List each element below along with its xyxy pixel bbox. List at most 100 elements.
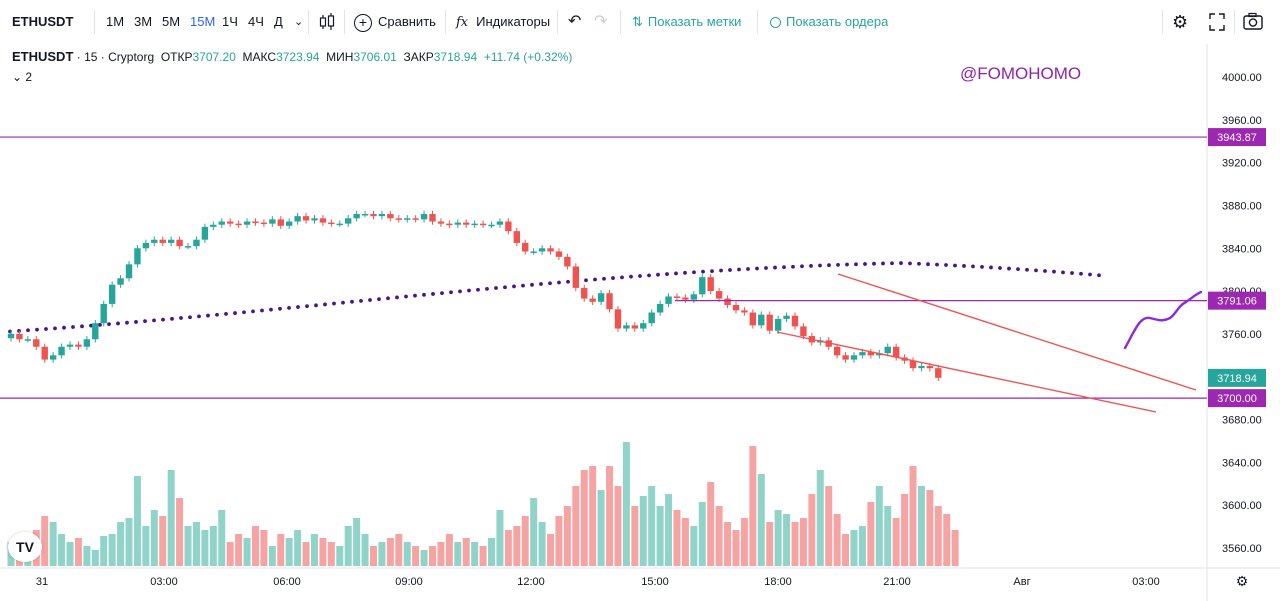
timeframe-button[interactable]: 1Ч: [222, 14, 238, 29]
ma-dot: [881, 261, 885, 266]
volume-bar: [302, 542, 310, 566]
candle-body: [471, 223, 478, 226]
ma-dot: [143, 319, 147, 324]
redo-button[interactable]: ↷: [594, 8, 607, 36]
ma-dot: [485, 286, 489, 291]
ma-dot: [161, 317, 165, 322]
volume-bar: [184, 526, 192, 566]
settings-button[interactable]: ⚙: [1172, 8, 1188, 36]
toolbar-divider: [1234, 10, 1235, 34]
price-tick-label: 3880.00: [1222, 200, 1262, 212]
ma-dot: [341, 300, 345, 305]
ma-dot: [602, 276, 606, 281]
candle-body: [522, 242, 529, 252]
ma-dot: [935, 262, 939, 267]
volume-bar: [260, 530, 268, 566]
volume-bar: [369, 546, 377, 566]
price-tick-label: 3840.00: [1222, 243, 1262, 255]
indicators-label: Индикаторы: [476, 14, 551, 29]
candle-body: [353, 214, 360, 219]
ma-dot: [791, 264, 795, 269]
candle-body: [446, 223, 453, 226]
candle-body: [665, 296, 672, 304]
orders-icon: [770, 17, 781, 29]
time-tick-label: 12:00: [517, 576, 545, 588]
function-icon: fx: [456, 15, 469, 30]
timeframe-button[interactable]: 15М: [190, 14, 216, 29]
candle-body: [269, 219, 276, 224]
volume-bar: [192, 522, 200, 566]
volume-bar: [327, 542, 335, 566]
show-orders-button[interactable]: Показать ордера: [770, 8, 888, 36]
ma-dot: [1097, 273, 1101, 278]
volume-bar: [631, 506, 639, 566]
legend-low-label: МИН: [326, 50, 354, 64]
show-marks-button[interactable]: ⇅ Показать метки: [632, 8, 741, 36]
toolbar-divider: [1162, 10, 1163, 34]
candle-body: [75, 344, 82, 347]
ma-dot: [512, 284, 516, 289]
candle-body: [673, 296, 681, 298]
level-price-tag-bg: [1208, 389, 1266, 408]
timeframe-dropdown-icon[interactable]: ⌄: [294, 16, 304, 28]
candle-body: [867, 352, 875, 356]
price-tick-label: 3680.00: [1222, 415, 1262, 427]
timeframe-button[interactable]: 4Ч: [248, 14, 264, 29]
ma-dot: [116, 321, 120, 326]
candle-body: [749, 312, 757, 326]
legend-change: +11.74 (+0.32%): [483, 50, 573, 64]
volume-bar: [867, 502, 875, 566]
volume-bar: [91, 550, 99, 566]
volume-bar: [513, 526, 521, 566]
time-tick-label: 31: [36, 576, 48, 588]
ma-dot: [773, 265, 777, 270]
symbol-search[interactable]: ETHUSDT: [12, 14, 74, 29]
candle-body: [361, 214, 369, 216]
candle-body: [226, 221, 234, 224]
volume-bar: [412, 546, 420, 566]
indicators-collapse-toggle[interactable]: ⌄ 2: [12, 68, 32, 86]
volume-bar: [816, 470, 824, 566]
timeframe-button[interactable]: 3М: [134, 14, 153, 29]
timeframe-button[interactable]: Д: [274, 14, 283, 29]
candle-body: [505, 221, 512, 232]
candle-body: [496, 221, 504, 225]
timeframe-button[interactable]: 1М: [106, 14, 125, 29]
legend-open-value: 3707.20: [192, 50, 236, 64]
undo-button[interactable]: ↶: [568, 8, 581, 36]
volume-bar: [951, 530, 959, 566]
volume-bar: [791, 522, 799, 566]
ma-dot: [152, 318, 156, 323]
candle-body: [33, 339, 40, 347]
ma-dot: [530, 282, 534, 287]
ma-dot: [467, 288, 471, 293]
channel-upper-line: [837, 273, 1197, 391]
candle-body: [640, 323, 647, 329]
fullscreen-button[interactable]: [1208, 8, 1226, 36]
timeframe-button[interactable]: 5М: [162, 14, 181, 29]
volume-bar: [665, 494, 673, 566]
ma-dot: [872, 261, 876, 266]
tradingview-logo[interactable]: TV: [8, 532, 42, 562]
ma-dot: [422, 292, 426, 297]
volume-bar: [934, 506, 942, 566]
screenshot-button[interactable]: [1242, 8, 1264, 36]
volume-bar: [133, 476, 141, 566]
volume-bar: [437, 542, 445, 566]
ma-dot: [26, 328, 30, 333]
volume-bar: [420, 550, 428, 566]
compare-button[interactable]: + Сравнить: [354, 8, 436, 36]
ma-dot: [215, 312, 219, 317]
ma-dot: [287, 306, 291, 310]
ma-dot: [665, 272, 669, 276]
chart-type-button[interactable]: [318, 8, 336, 36]
ma-dot: [449, 290, 453, 295]
time-tick-label: 15:00: [641, 576, 669, 588]
ma-dot: [998, 266, 1002, 270]
volume-bar: [49, 522, 57, 566]
legend-exchange: Cryptorg: [108, 50, 155, 64]
ma-dot: [980, 265, 984, 269]
indicators-button[interactable]: fx Индикаторы: [456, 8, 550, 36]
volume-bar: [732, 530, 740, 566]
